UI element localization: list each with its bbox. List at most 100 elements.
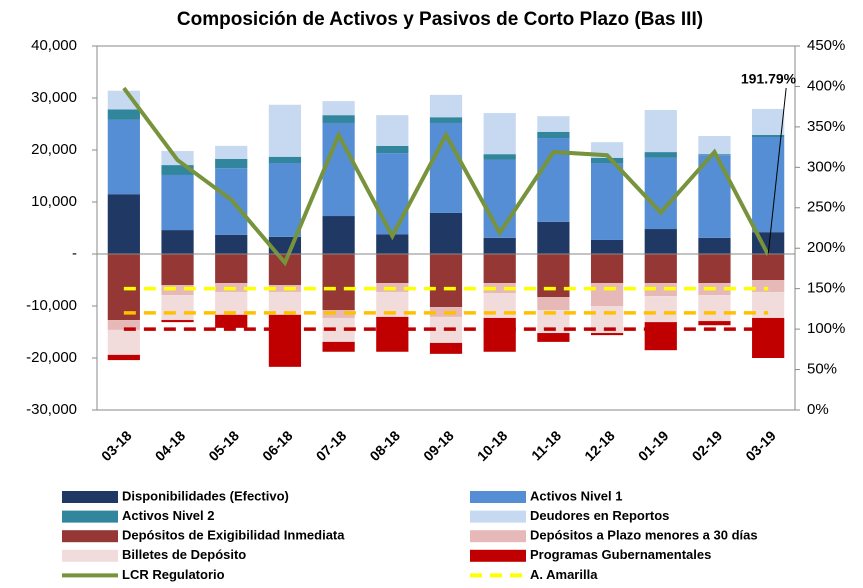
y-tick-label: -10,000 (26, 297, 77, 314)
bar (537, 297, 570, 311)
bar (107, 194, 140, 254)
bar (537, 131, 570, 139)
bar (483, 254, 516, 284)
x-tick-label: 03-19 (742, 427, 779, 464)
bar (322, 216, 355, 254)
legend-label: LCR Regulatorio (122, 567, 225, 582)
bar (215, 145, 248, 159)
legend-label: Billetes de Depósito (122, 547, 246, 562)
bar (698, 321, 731, 326)
bar (215, 254, 248, 284)
y2-tick-label: 200% (807, 239, 845, 256)
legend-label: A. Amarilla (530, 567, 598, 582)
x-tick-label: 09-18 (420, 427, 457, 464)
legend-label: Activos Nivel 2 (122, 508, 215, 523)
bar (215, 314, 248, 328)
bar (107, 320, 140, 330)
bar (644, 229, 677, 254)
y2-tick-label: 0% (807, 401, 829, 418)
legend-label: Disponibilidades (Efectivo) (122, 488, 289, 503)
value-label: 191.79% (741, 71, 797, 87)
bar (268, 156, 302, 163)
bar (537, 310, 570, 334)
bar (590, 239, 624, 254)
bar (590, 333, 624, 336)
x-tick-label: 02-19 (689, 427, 726, 464)
bar (644, 296, 677, 323)
legend-label: Depósitos de Exigibilidad Inmediata (122, 528, 345, 543)
legend-label: Activos Nivel 1 (530, 488, 623, 503)
y-tick-label: 40,000 (31, 37, 77, 54)
x-tick-label: 01-19 (635, 427, 672, 464)
y2-tick-label: 400% (807, 77, 845, 94)
bar (322, 310, 355, 318)
legend-label: Deudores en Reportos (530, 508, 669, 523)
legend-swatch (62, 549, 118, 562)
bar (429, 212, 463, 254)
legend-swatch (62, 510, 118, 523)
bar (107, 329, 140, 355)
bar (376, 145, 409, 154)
bar (161, 320, 194, 323)
bar (215, 234, 248, 254)
y-tick-label: -20,000 (26, 349, 77, 366)
legend-swatch (62, 491, 118, 503)
bar (752, 280, 785, 292)
bar (644, 254, 677, 284)
bar (161, 295, 194, 321)
bar (322, 115, 355, 123)
bar (752, 108, 785, 135)
bar (483, 154, 516, 160)
legend-swatch (470, 491, 526, 503)
y2-tick-label: 150% (807, 280, 845, 297)
bar (483, 237, 516, 254)
bar (161, 165, 194, 175)
y2-tick-label: 350% (807, 118, 845, 135)
x-tick-label: 03-18 (98, 427, 135, 464)
y-tick-label: -30,000 (26, 401, 77, 418)
bar (322, 254, 355, 311)
bar (429, 342, 463, 354)
bar (752, 317, 785, 358)
bar (161, 254, 194, 286)
bar (537, 254, 570, 298)
bar (429, 117, 463, 123)
bar (429, 254, 463, 308)
bar (752, 134, 785, 137)
x-tick-label: 10-18 (474, 427, 511, 464)
bar (215, 158, 248, 169)
legend-label: Programas Gubernamentales (530, 547, 711, 562)
bar (590, 254, 624, 284)
bar (698, 135, 731, 155)
bar (376, 115, 409, 146)
y2-tick-label: 250% (807, 199, 845, 216)
bar (483, 159, 516, 238)
bar (268, 314, 302, 367)
bar (429, 94, 463, 118)
x-tick-label: 11-18 (528, 427, 564, 463)
bar (537, 221, 570, 254)
bar (483, 283, 516, 293)
y2-tick-label: 300% (807, 158, 845, 175)
bar (322, 317, 355, 342)
bar (268, 291, 302, 315)
y2-tick-label: 100% (807, 320, 845, 337)
bar (322, 341, 355, 352)
legend-swatch (470, 549, 526, 562)
bar (698, 254, 731, 284)
bar (483, 113, 516, 155)
bar (376, 254, 409, 284)
bar (590, 157, 624, 163)
y-tick-label: 10,000 (31, 193, 77, 210)
bar (376, 316, 409, 352)
bar (644, 109, 677, 153)
x-tick-label: 12-18 (581, 427, 618, 464)
legend-swatch (470, 510, 526, 523)
label-leader (767, 87, 787, 255)
plot-area (96, 45, 796, 411)
bar (644, 157, 677, 230)
bar (752, 254, 785, 280)
bar (107, 109, 140, 120)
bar (268, 163, 302, 237)
x-tick-label: 07-18 (313, 427, 350, 464)
